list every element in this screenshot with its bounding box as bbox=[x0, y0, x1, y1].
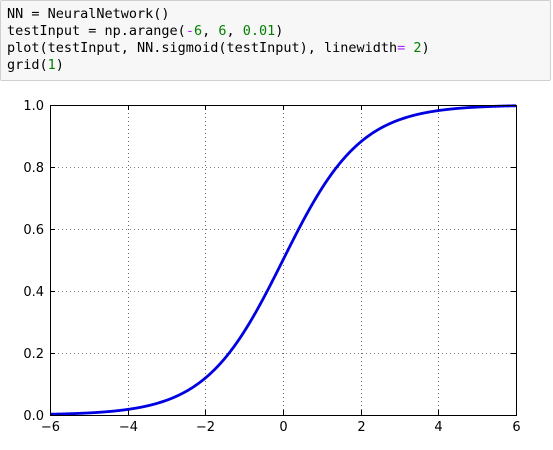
code-token: , bbox=[202, 23, 219, 39]
y-tick-label: 0.6 bbox=[23, 223, 44, 238]
code-token: 6 bbox=[193, 23, 203, 39]
x-tick-label: −4 bbox=[119, 420, 138, 435]
code-token: ) bbox=[421, 40, 430, 56]
series-line-sigmoid bbox=[48, 104, 518, 416]
code-token: NN = NeuralNetwork() bbox=[7, 6, 170, 22]
code-token: grid( bbox=[7, 57, 48, 73]
y-tick-label: 1.0 bbox=[23, 99, 44, 114]
code-token: - bbox=[185, 23, 194, 39]
x-tick-label: 4 bbox=[434, 420, 442, 435]
code-token: , bbox=[226, 23, 243, 39]
code-token: = bbox=[397, 40, 406, 56]
y-tick-label: 0.8 bbox=[23, 161, 44, 176]
code-token: ) bbox=[55, 57, 64, 73]
code-line: plot(testInput, NN.sigmoid(testInput), l… bbox=[7, 40, 550, 57]
x-tick-label: 2 bbox=[357, 420, 365, 435]
y-tick-label: 0.4 bbox=[23, 285, 44, 300]
code-token: plot(testInput, NN.sigmoid(testInput), l… bbox=[7, 40, 398, 56]
plot-svg: −6 −4 −2 0 2 4 6 0.0 0.2 0.4 0.6 0.8 1.0 bbox=[23, 99, 520, 435]
code-token: 2 bbox=[413, 40, 422, 56]
code-line: NN = NeuralNetwork() bbox=[7, 6, 550, 23]
code-line: grid(1) bbox=[7, 57, 550, 74]
y-tick-label: 0.2 bbox=[23, 347, 44, 362]
sigmoid-chart: −6 −4 −2 0 2 4 6 0.0 0.2 0.4 0.6 0.8 1.0 bbox=[0, 90, 553, 445]
code-token: ) bbox=[275, 23, 284, 39]
ticks bbox=[50, 105, 517, 416]
code-cell[interactable]: NN = NeuralNetwork() testInput = np.aran… bbox=[0, 0, 551, 81]
y-tick-label: 0.0 bbox=[23, 409, 44, 424]
x-tick-label: 6 bbox=[512, 420, 520, 435]
x-tick-label: −6 bbox=[41, 420, 60, 435]
code-token: testInput = np.arange( bbox=[7, 23, 186, 39]
code-token: 1 bbox=[47, 57, 56, 73]
x-tick-label: 0 bbox=[279, 420, 287, 435]
x-tick-label: −2 bbox=[196, 420, 215, 435]
code-token: 6 bbox=[218, 23, 227, 39]
code-line: testInput = np.arange(-6, 6, 0.01) bbox=[7, 23, 550, 40]
code-token: 0.01 bbox=[242, 23, 276, 39]
tick-labels: −6 −4 −2 0 2 4 6 0.0 0.2 0.4 0.6 0.8 1.0 bbox=[23, 99, 520, 435]
